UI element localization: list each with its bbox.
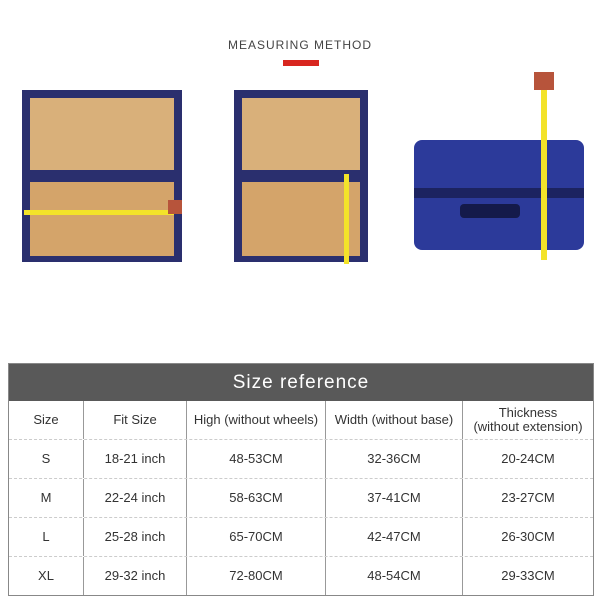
table-row: XL 29-32 inch 72-80CM 48-54CM 29-33CM bbox=[9, 556, 593, 595]
size-reference-table: Size reference Size Fit Size High (witho… bbox=[8, 363, 594, 596]
table-cell: 32-36CM bbox=[325, 440, 462, 478]
table-cell: S bbox=[41, 451, 51, 466]
table-row: L 25-28 inch 65-70CM 42-47CM 26-30CM bbox=[9, 517, 593, 556]
table-cell: 29-32 inch bbox=[83, 557, 186, 595]
table-cell: 20-24CM bbox=[462, 440, 593, 478]
table-cell: 22-24 inch bbox=[83, 479, 186, 517]
table-cell: M bbox=[40, 490, 52, 505]
accent-bar bbox=[283, 60, 319, 66]
column-header: Fit Size bbox=[83, 401, 186, 439]
suitcase-width-measure-image bbox=[22, 90, 182, 262]
table-cell: 72-80CM bbox=[186, 557, 325, 595]
table-cell: 18-21 inch bbox=[83, 440, 186, 478]
column-header: High (without wheels) bbox=[186, 401, 325, 439]
table-cell: 26-30CM bbox=[462, 518, 593, 556]
table-cell: 23-27CM bbox=[462, 479, 593, 517]
table-title: Size reference bbox=[9, 364, 593, 401]
table-cell: 58-63CM bbox=[186, 479, 325, 517]
column-header: Thickness (without extension) bbox=[462, 401, 593, 439]
table-row: S 18-21 inch 48-53CM 32-36CM 20-24CM bbox=[9, 439, 593, 478]
table-cell: 65-70CM bbox=[186, 518, 325, 556]
table-cell: L bbox=[42, 529, 50, 544]
suitcase-height-measure-image bbox=[234, 90, 368, 264]
table-header-row: Size Fit Size High (without wheels) Widt… bbox=[9, 401, 593, 439]
table-cell: 29-33CM bbox=[462, 557, 593, 595]
table-cell: 42-47CM bbox=[325, 518, 462, 556]
column-header: Width (without base) bbox=[325, 401, 462, 439]
table-cell: 48-53CM bbox=[186, 440, 325, 478]
column-header: Size bbox=[33, 412, 59, 427]
table-cell: 37-41CM bbox=[325, 479, 462, 517]
table-row: M 22-24 inch 58-63CM 37-41CM 23-27CM bbox=[9, 478, 593, 517]
table-cell: 25-28 inch bbox=[83, 518, 186, 556]
suitcase-thickness-measure-image bbox=[414, 72, 584, 260]
section-title: MEASURING METHOD bbox=[227, 38, 372, 52]
table-cell: 48-54CM bbox=[325, 557, 462, 595]
table-cell: XL bbox=[38, 568, 54, 583]
